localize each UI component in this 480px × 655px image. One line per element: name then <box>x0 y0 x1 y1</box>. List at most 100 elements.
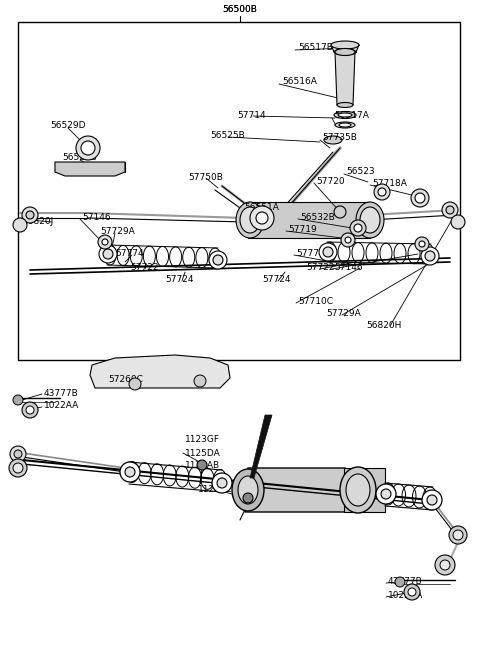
Text: 56517B: 56517B <box>298 43 333 52</box>
Circle shape <box>209 251 227 269</box>
Circle shape <box>404 584 420 600</box>
Text: 56500B: 56500B <box>223 5 257 14</box>
Circle shape <box>323 247 333 257</box>
Circle shape <box>354 224 362 232</box>
Circle shape <box>197 460 207 470</box>
Text: 1125DA: 1125DA <box>185 449 221 457</box>
Text: 57722: 57722 <box>130 263 158 272</box>
Circle shape <box>217 478 227 488</box>
Circle shape <box>9 459 27 477</box>
Text: 1125AB: 1125AB <box>185 462 220 470</box>
Text: 57724: 57724 <box>165 276 193 284</box>
Text: 56551A: 56551A <box>244 204 279 212</box>
Text: 57719: 57719 <box>288 225 317 234</box>
Circle shape <box>26 406 34 414</box>
Circle shape <box>22 402 38 418</box>
Circle shape <box>376 484 396 504</box>
Circle shape <box>13 218 27 232</box>
Text: 57729A: 57729A <box>326 310 361 318</box>
Text: 56820H: 56820H <box>366 320 401 329</box>
Circle shape <box>76 136 100 160</box>
Text: 57735B: 57735B <box>322 134 357 143</box>
Polygon shape <box>331 45 359 52</box>
Polygon shape <box>344 468 385 512</box>
Ellipse shape <box>337 102 353 107</box>
Circle shape <box>125 467 135 477</box>
Ellipse shape <box>346 474 370 506</box>
Circle shape <box>341 233 355 247</box>
Circle shape <box>425 251 435 261</box>
Circle shape <box>408 588 416 596</box>
Polygon shape <box>250 415 272 478</box>
Ellipse shape <box>324 136 342 144</box>
Ellipse shape <box>338 113 352 117</box>
Ellipse shape <box>411 189 429 207</box>
Text: 43777B: 43777B <box>44 388 79 398</box>
Polygon shape <box>248 202 370 238</box>
Circle shape <box>334 206 346 218</box>
Circle shape <box>415 237 429 251</box>
Text: 57722: 57722 <box>306 263 335 272</box>
Circle shape <box>212 473 232 493</box>
Text: 57750B: 57750B <box>188 172 223 181</box>
Ellipse shape <box>446 206 454 214</box>
Text: 57724: 57724 <box>262 276 290 284</box>
Circle shape <box>421 247 439 265</box>
Text: 56532B: 56532B <box>300 212 335 221</box>
Text: 57714: 57714 <box>237 111 265 119</box>
Text: 57260C: 57260C <box>108 375 143 384</box>
Circle shape <box>81 141 95 155</box>
Text: 57720: 57720 <box>316 178 345 187</box>
Circle shape <box>194 375 206 387</box>
Circle shape <box>427 495 437 505</box>
Ellipse shape <box>334 111 356 119</box>
Ellipse shape <box>22 207 38 223</box>
Circle shape <box>422 490 442 510</box>
Circle shape <box>451 215 465 229</box>
Circle shape <box>243 493 253 503</box>
Ellipse shape <box>240 207 260 233</box>
Ellipse shape <box>340 467 376 513</box>
Circle shape <box>440 560 450 570</box>
Text: 57729A: 57729A <box>100 227 135 236</box>
Ellipse shape <box>335 48 355 56</box>
Ellipse shape <box>335 122 355 128</box>
Circle shape <box>395 577 405 587</box>
Text: 1022AA: 1022AA <box>44 402 79 411</box>
Text: 1022AA: 1022AA <box>388 591 423 601</box>
Text: 56517A: 56517A <box>334 111 369 121</box>
Text: 57774: 57774 <box>115 250 144 259</box>
Text: 57774: 57774 <box>296 250 324 259</box>
Text: 56521B: 56521B <box>62 153 97 162</box>
Polygon shape <box>55 162 125 176</box>
Text: 57146: 57146 <box>82 214 110 223</box>
Text: 57146: 57146 <box>334 263 362 272</box>
Ellipse shape <box>378 188 386 196</box>
Circle shape <box>319 243 337 261</box>
Text: 57710C: 57710C <box>298 297 333 307</box>
Ellipse shape <box>26 211 34 219</box>
Ellipse shape <box>374 184 390 200</box>
Ellipse shape <box>415 193 425 203</box>
Ellipse shape <box>339 123 351 127</box>
Circle shape <box>435 555 455 575</box>
Circle shape <box>419 241 425 247</box>
Text: 56529D: 56529D <box>50 121 85 130</box>
Circle shape <box>129 378 141 390</box>
Text: 56523: 56523 <box>346 168 374 176</box>
Circle shape <box>102 239 108 245</box>
Polygon shape <box>90 355 230 388</box>
Circle shape <box>103 249 113 259</box>
Ellipse shape <box>238 476 258 504</box>
Ellipse shape <box>356 202 384 238</box>
Ellipse shape <box>360 207 380 233</box>
Polygon shape <box>335 52 355 105</box>
Ellipse shape <box>331 41 359 49</box>
Circle shape <box>449 526 467 544</box>
Text: 43777B: 43777B <box>388 578 423 586</box>
Circle shape <box>213 255 223 265</box>
Text: 56525B: 56525B <box>210 132 245 141</box>
Circle shape <box>13 463 23 473</box>
Circle shape <box>381 489 391 499</box>
Circle shape <box>120 462 140 482</box>
